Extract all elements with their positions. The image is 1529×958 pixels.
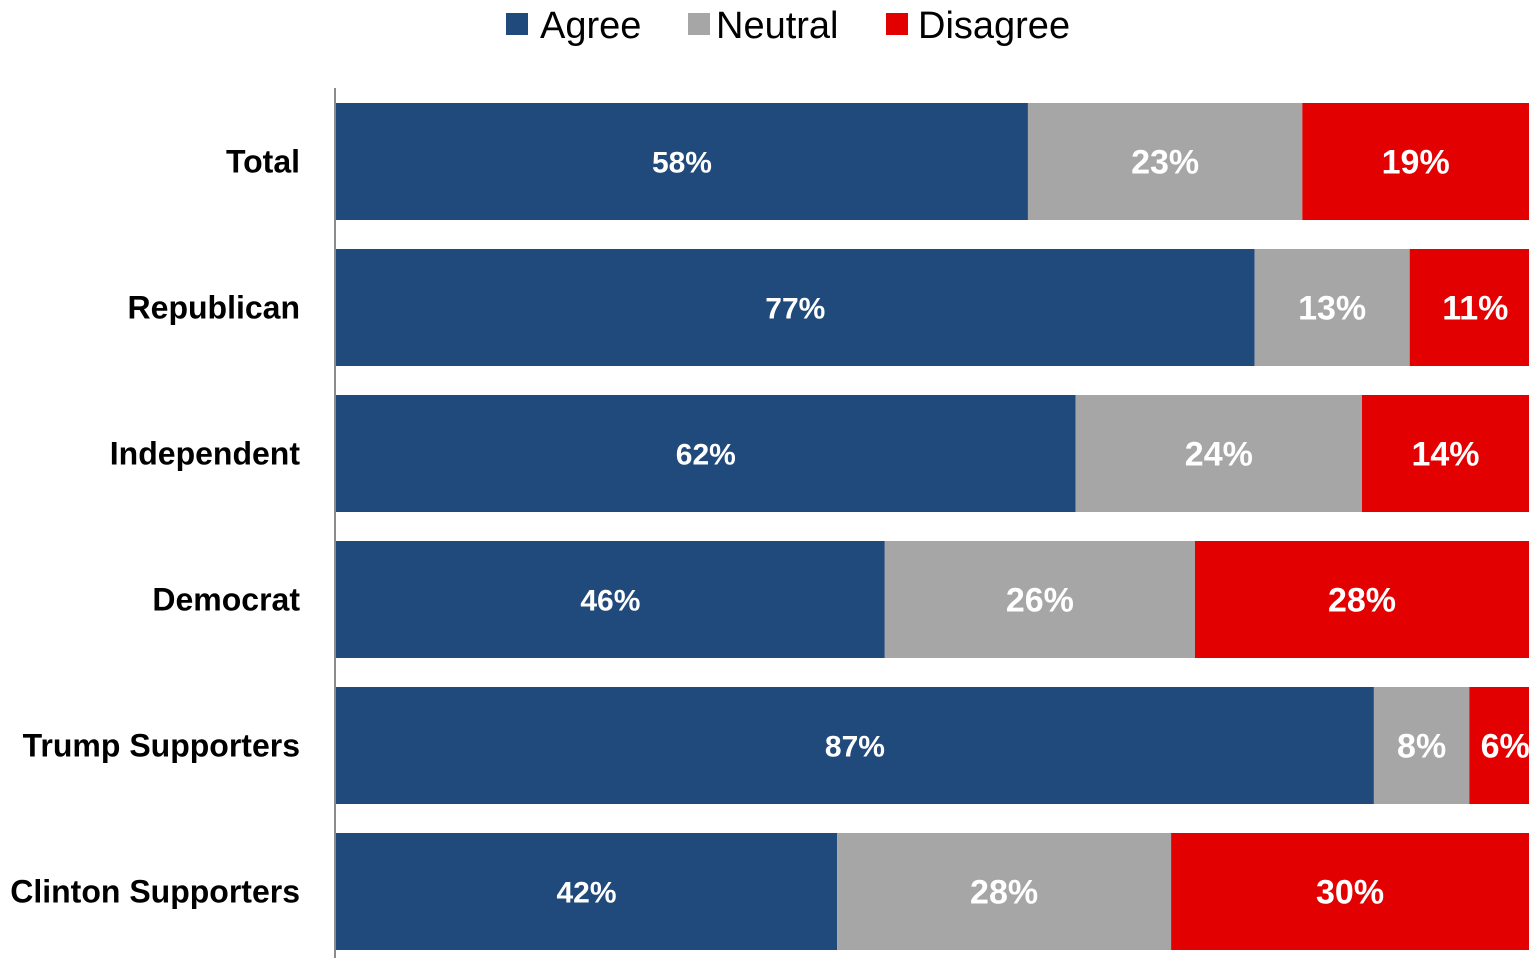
bar-segment-agree (336, 833, 838, 950)
data-label: 11% (1442, 290, 1508, 328)
data-label: 6% (1481, 728, 1529, 766)
data-label: 24% (1185, 436, 1253, 474)
legend-label-agree: Agree (540, 5, 641, 47)
data-label: 23% (1131, 144, 1199, 182)
bar-segment-agree (336, 687, 1374, 804)
category-label: Republican (128, 290, 300, 326)
data-label: 42% (557, 877, 617, 910)
data-label: 30% (1316, 874, 1384, 912)
bar-segment-disagree (1469, 687, 1529, 804)
legend: Agree Neutral Disagree (506, 5, 1070, 47)
data-label: 62% (676, 439, 736, 472)
bar-segment-disagree (1302, 103, 1529, 220)
bar-segment-disagree (1409, 249, 1529, 366)
category-label: Democrat (152, 582, 300, 618)
legend-swatch-disagree (886, 13, 908, 35)
data-label: 26% (1006, 582, 1074, 620)
category-label: Total (226, 144, 300, 180)
data-label: 8% (1397, 728, 1446, 766)
category-label: Trump Supporters (23, 728, 300, 764)
bar-segment-disagree (1361, 395, 1529, 512)
bar-segment-neutral (1254, 249, 1410, 366)
data-label: 58% (652, 147, 712, 180)
bar-segment-disagree (1194, 541, 1529, 658)
data-label: 46% (580, 585, 640, 618)
legend-swatch-neutral (688, 13, 710, 35)
legend-swatch-agree (506, 13, 528, 35)
data-label: 28% (1328, 582, 1396, 620)
data-label: 77% (765, 293, 825, 326)
bar-segment-agree (336, 103, 1028, 220)
data-label: 28% (970, 874, 1038, 912)
bar-segment-neutral (1075, 395, 1362, 512)
data-label: 19% (1382, 144, 1450, 182)
data-label: 13% (1298, 290, 1366, 328)
category-labels: Total Republican Independent Democrat Trump … (10, 144, 300, 910)
bar-segment-neutral (1373, 687, 1470, 804)
data-label: 14% (1411, 436, 1479, 474)
category-label: Independent (110, 436, 301, 472)
bars: 58% 23% 19% 77% 13% 11% 62% 24% 14% 46% 26% 28% 87% 8… (336, 103, 1529, 950)
legend-label-disagree: Disagree (918, 5, 1070, 47)
bar-segment-neutral (837, 833, 1172, 950)
bar-segment-agree (336, 541, 885, 658)
bar-segment-agree (336, 395, 1076, 512)
bar-segment-agree (336, 249, 1255, 366)
bar-segment-neutral (884, 541, 1195, 658)
bar-segment-disagree (1171, 833, 1529, 950)
category-label: Clinton Supporters (10, 874, 300, 910)
legend-label-neutral: Neutral (716, 5, 839, 47)
bar-segment-neutral (1027, 103, 1303, 220)
data-label: 87% (825, 731, 885, 764)
